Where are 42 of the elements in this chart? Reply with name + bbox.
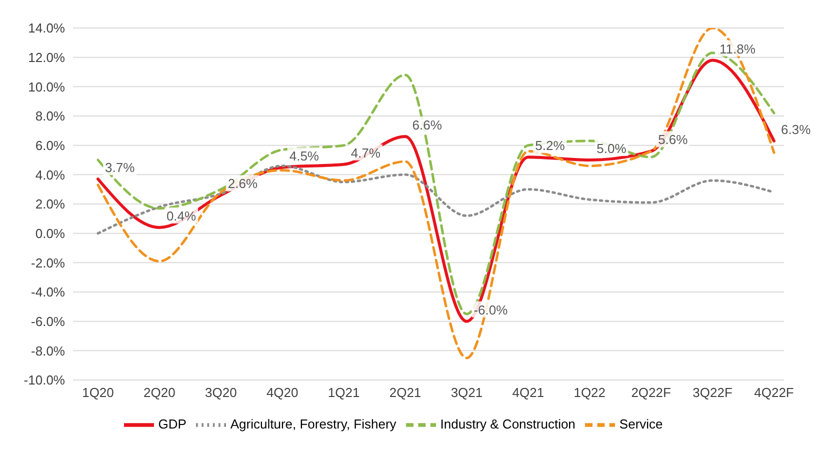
y-tick-label: 2.0% <box>35 196 66 212</box>
x-tick-label: 3Q22F <box>692 385 732 400</box>
x-tick-label: 1Q22 <box>574 385 606 400</box>
data-label: 0.4% <box>166 208 197 224</box>
data-label: 5.2% <box>535 138 566 154</box>
legend-label: Industry & Construction <box>440 416 576 432</box>
legend-label: GDP <box>158 416 186 432</box>
data-label: 5.0% <box>596 141 627 156</box>
y-tick-label: -4.0% <box>31 284 66 300</box>
x-tick-label: 2Q20 <box>144 385 176 400</box>
y-tick-label: -10.0% <box>24 372 66 388</box>
line-series <box>96 28 776 360</box>
y-tick-label: 8.0% <box>35 108 66 124</box>
y-tick-label: -8.0% <box>31 343 66 358</box>
x-tick-label: 2Q22F <box>631 385 672 400</box>
legend-label: Agriculture, Forestry, Fishery <box>230 416 396 432</box>
legend-label: Service <box>619 416 663 432</box>
data-label: 3.7% <box>105 160 136 176</box>
y-tick-label: -2.0% <box>31 255 66 270</box>
x-tick-label: 1Q20 <box>82 385 114 400</box>
x-tick-label: 3Q21 <box>450 385 483 400</box>
data-label: 5.6% <box>658 132 688 148</box>
y-tick-label: 4.0% <box>35 167 66 182</box>
y-tick-label: 12.0% <box>28 50 66 65</box>
x-tick-label: 3Q20 <box>205 385 237 400</box>
y-tick-label: 14.0% <box>28 20 66 36</box>
data-label: 4.7% <box>350 145 381 160</box>
y-tick-label: 10.0% <box>28 79 66 94</box>
data-label: 6.3% <box>781 122 812 137</box>
data-label: 2.6% <box>228 176 258 192</box>
x-tick-label: 1Q21 <box>328 385 360 400</box>
x-tick-label: 4Q22F <box>754 385 794 400</box>
y-tick-label: -6.0% <box>31 314 66 329</box>
data-label: 4.5% <box>289 148 320 164</box>
y-tick-label: 0.0% <box>35 226 66 241</box>
x-tick-label: 4Q21 <box>512 385 544 400</box>
x-tick-label: 4Q20 <box>266 385 298 400</box>
data-label: 11.8% <box>720 41 756 56</box>
data-label: -6.0% <box>474 302 508 318</box>
data-label: 6.6% <box>412 118 442 133</box>
y-tick-label: 6.0% <box>35 138 66 153</box>
x-tick-label: 2Q21 <box>389 385 422 400</box>
